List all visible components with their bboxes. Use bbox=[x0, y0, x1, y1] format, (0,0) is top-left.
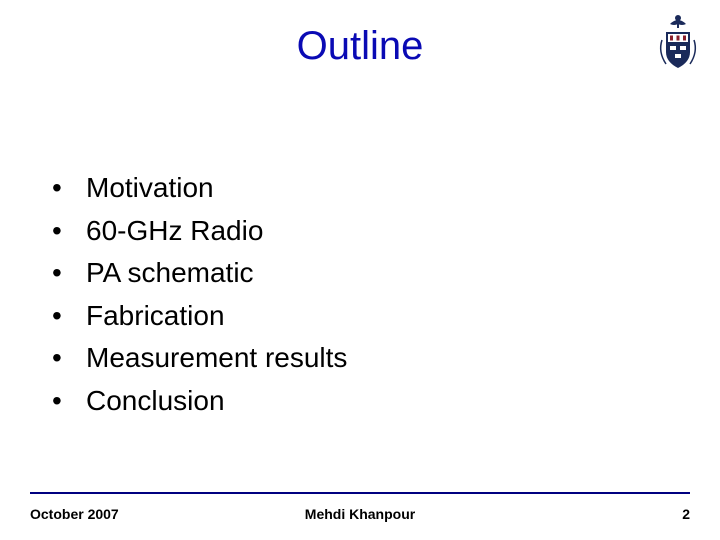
bullet-icon: • bbox=[52, 211, 70, 252]
bullet-icon: • bbox=[52, 168, 70, 209]
slide: Outline • Motivation • 60-GHz Radio • PA… bbox=[0, 0, 720, 540]
list-item: • 60-GHz Radio bbox=[52, 211, 347, 252]
list-item: • Measurement results bbox=[52, 338, 347, 379]
bullet-list: • Motivation • 60-GHz Radio • PA schemat… bbox=[52, 168, 347, 424]
bullet-icon: • bbox=[52, 381, 70, 422]
bullet-icon: • bbox=[52, 253, 70, 294]
list-item: • Motivation bbox=[52, 168, 347, 209]
bullet-icon: • bbox=[52, 338, 70, 379]
footer: October 2007 Mehdi Khanpour 2 bbox=[30, 506, 690, 522]
list-item: • PA schematic bbox=[52, 253, 347, 294]
footer-divider bbox=[30, 492, 690, 494]
footer-author: Mehdi Khanpour bbox=[30, 506, 690, 522]
bullet-text: Motivation bbox=[86, 168, 214, 209]
bullet-text: Conclusion bbox=[86, 381, 225, 422]
slide-title: Outline bbox=[0, 24, 720, 69]
list-item: • Conclusion bbox=[52, 381, 347, 422]
bullet-text: PA schematic bbox=[86, 253, 254, 294]
bullet-icon: • bbox=[52, 296, 70, 337]
bullet-text: Fabrication bbox=[86, 296, 225, 337]
list-item: • Fabrication bbox=[52, 296, 347, 337]
bullet-text: 60-GHz Radio bbox=[86, 211, 263, 252]
bullet-text: Measurement results bbox=[86, 338, 347, 379]
